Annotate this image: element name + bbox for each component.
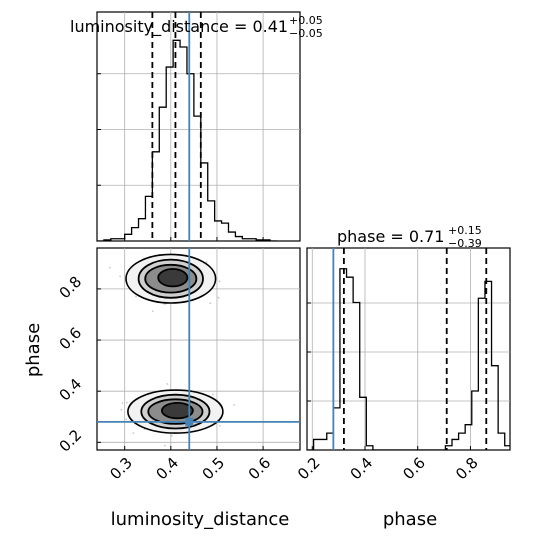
sample-point (209, 302, 212, 305)
title-luminosity-distance: luminosity_distance = 0.41 (70, 17, 288, 37)
title-phase-sup: +0.15 (448, 224, 482, 237)
sample-point (218, 424, 221, 427)
title-phase-sub: −0.39 (448, 237, 482, 250)
title-luminosity-distance-sub: −0.05 (289, 27, 323, 40)
title-luminosity-distance-sup: +0.05 (289, 14, 323, 27)
sample-point (163, 444, 166, 447)
sample-point (119, 275, 121, 278)
sample-point (109, 266, 111, 269)
sample-point (151, 310, 154, 312)
sample-point (125, 418, 128, 421)
sample-point (212, 393, 214, 396)
sample-point (233, 404, 236, 406)
title-phase: phase = 0.71 (337, 227, 444, 246)
sample-point (205, 261, 208, 263)
sample-point (217, 296, 220, 299)
sample-point (132, 432, 135, 434)
phase-hist-histogram-step (307, 268, 510, 450)
panel-phase-hist (307, 248, 510, 450)
mode-0-contour-3 (157, 268, 189, 288)
panel-joint-scatter (97, 248, 300, 450)
title-luminosity-distance-main: luminosity_distance = 0.41 (70, 17, 288, 37)
sample-point (166, 383, 169, 385)
panel-frame-luminosity-distance-hist (96, 11, 301, 242)
sample-point (125, 401, 128, 404)
sample-point (218, 280, 221, 283)
sample-point (120, 408, 123, 411)
sample-point (135, 295, 137, 298)
title-phase-main: phase = 0.71 (337, 227, 444, 246)
panel-frame-joint (96, 247, 301, 451)
mode-1-contour-3 (160, 401, 194, 420)
ld-hist-histogram-step (97, 39, 277, 241)
sample-point (121, 402, 124, 404)
x-axis-label-luminosity-distance: luminosity_distance (111, 509, 290, 530)
y-axis-label-phase: phase (23, 323, 44, 377)
x-axis-label-phase: phase (383, 509, 437, 530)
sample-point (171, 434, 173, 437)
joint-truth-marker (185, 417, 194, 426)
panel-luminosity-distance-hist (97, 12, 300, 241)
